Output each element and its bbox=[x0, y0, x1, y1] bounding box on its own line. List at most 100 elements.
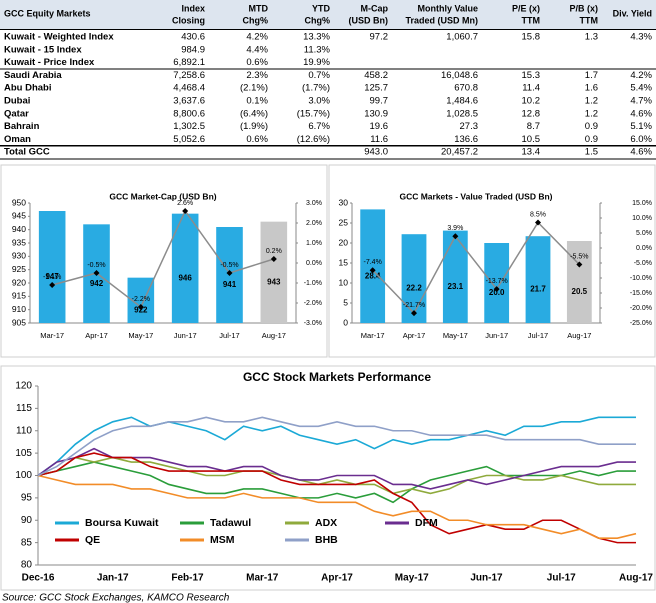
row-label: Bahrain bbox=[4, 121, 40, 132]
series-line bbox=[37, 416, 636, 477]
table-cell: 4.2% bbox=[630, 70, 652, 81]
change-marker bbox=[411, 310, 417, 317]
table-cell: (12.6%) bbox=[297, 134, 330, 145]
change-label: 2.6% bbox=[177, 200, 193, 207]
table-cell: 4,468.4 bbox=[173, 83, 205, 94]
x-tick-label: Jun-17 bbox=[485, 331, 508, 340]
y-tick-label: 945 bbox=[12, 211, 26, 221]
table-cell: 12.8 bbox=[522, 108, 541, 119]
change-marker bbox=[226, 270, 233, 276]
change-marker bbox=[182, 208, 189, 214]
y-tick-label: 100 bbox=[15, 470, 32, 481]
table-cell: 4.3% bbox=[630, 32, 652, 43]
bar bbox=[260, 221, 288, 323]
bar bbox=[566, 241, 592, 323]
table-cell: 1,060.7 bbox=[446, 32, 478, 43]
change-marker bbox=[452, 233, 459, 240]
x-tick-label: Jun-17 bbox=[470, 573, 503, 584]
bar bbox=[38, 211, 66, 323]
y-tick-label: 105 bbox=[15, 448, 32, 459]
table-cell: 0.9 bbox=[585, 121, 598, 132]
table-cell: 430.6 bbox=[181, 32, 205, 43]
table-cell: (2.1%) bbox=[240, 83, 268, 94]
table-cell: (1.7%) bbox=[302, 83, 330, 94]
table-cell: 136.6 bbox=[454, 134, 478, 145]
table-cell: 5,052.6 bbox=[173, 134, 205, 145]
bar-value-label: 28.4 bbox=[365, 271, 381, 280]
column-header: (USD Bn) bbox=[349, 15, 389, 25]
table-cell: 1.6 bbox=[585, 83, 598, 94]
table-cell: 7,258.6 bbox=[173, 70, 205, 81]
row-label: Kuwait - Weighted Index bbox=[4, 32, 114, 43]
series-line bbox=[37, 416, 636, 477]
x-tick-label: Mar-17 bbox=[246, 573, 279, 584]
y-tick-label: 115 bbox=[16, 403, 32, 414]
row-label: Total GCC bbox=[4, 147, 50, 158]
chart-title: GCC Stock Markets Performance bbox=[243, 370, 431, 384]
change-marker bbox=[493, 286, 500, 293]
bar-value-label: 943 bbox=[267, 277, 281, 286]
legend-label: MSM bbox=[210, 534, 235, 546]
bar bbox=[484, 243, 510, 323]
y2-tick-label: -25.0% bbox=[630, 320, 652, 327]
change-label: 8.5% bbox=[530, 211, 546, 218]
series-line bbox=[37, 452, 636, 544]
chart-frame bbox=[0, 365, 656, 591]
x-tick-label: Aug-17 bbox=[567, 331, 591, 340]
table-cell: 11.6 bbox=[370, 134, 388, 145]
y-tick-label: 30 bbox=[339, 197, 349, 207]
change-label: -2.2% bbox=[132, 296, 150, 303]
column-header: Div. Yield bbox=[613, 8, 652, 18]
legend-label: ADX bbox=[315, 517, 337, 529]
table-cell: (1.9%) bbox=[240, 121, 268, 132]
table-cell: 670.8 bbox=[454, 83, 478, 94]
table-cell: 4.6% bbox=[630, 108, 652, 119]
table-cell: 10.2 bbox=[522, 96, 541, 107]
table-cell: 2.3% bbox=[246, 70, 268, 81]
change-line bbox=[51, 209, 275, 309]
x-tick-label: Apr-17 bbox=[403, 331, 426, 340]
y-tick-label: 95 bbox=[21, 493, 33, 504]
table-cell: 4.2% bbox=[246, 32, 268, 43]
column-header: MTD bbox=[249, 3, 269, 13]
x-tick-label: Jun-17 bbox=[174, 331, 197, 340]
y2-tick-label: 1.0% bbox=[306, 240, 322, 247]
y-tick-label: 80 bbox=[21, 560, 33, 571]
y-tick-label: 120 bbox=[15, 381, 32, 392]
legend-label: Tadawul bbox=[210, 517, 251, 529]
table-cell: 130.9 bbox=[364, 108, 388, 119]
table-cell: 6,892.1 bbox=[173, 57, 205, 68]
x-tick-label: Jan-17 bbox=[97, 573, 129, 584]
column-header: Traded (USD Mn) bbox=[405, 15, 478, 25]
change-label: 3.9% bbox=[447, 225, 463, 232]
row-label: Dubai bbox=[4, 96, 30, 107]
change-marker bbox=[369, 267, 376, 274]
change-label: -0.5% bbox=[87, 262, 105, 269]
y2-tick-label: -2.0% bbox=[304, 300, 322, 307]
table-cell: 1,484.6 bbox=[446, 96, 478, 107]
y-tick-label: 915 bbox=[12, 291, 26, 301]
table-cell: 6.0% bbox=[630, 134, 652, 145]
table-cell: 1.5 bbox=[585, 147, 598, 158]
bar-value-label: 20.0 bbox=[489, 288, 505, 297]
bar-value-label: 23.1 bbox=[448, 282, 464, 291]
table-cell: 0.9 bbox=[585, 134, 598, 145]
row-label: Oman bbox=[4, 134, 31, 145]
bar bbox=[401, 234, 427, 323]
chart-frame bbox=[328, 164, 656, 358]
column-header: Closing bbox=[172, 15, 205, 25]
column-header: GCC Equity Markets bbox=[4, 8, 91, 18]
y-tick-label: 910 bbox=[12, 304, 26, 314]
column-header: P/B (x) bbox=[569, 3, 598, 13]
column-header: Monthly Value bbox=[417, 3, 478, 13]
table-header-band bbox=[0, 0, 656, 30]
chart-frame bbox=[0, 164, 328, 358]
column-header: TTM bbox=[580, 15, 599, 25]
change-line bbox=[372, 221, 580, 315]
table-cell: 15.3 bbox=[522, 70, 541, 81]
bar-value-label: 21.7 bbox=[530, 285, 546, 294]
change-label: 0.2% bbox=[266, 248, 282, 255]
table-cell: 27.3 bbox=[460, 121, 479, 132]
chart-title: GCC Markets - Value Traded (USD Bn) bbox=[399, 191, 552, 201]
